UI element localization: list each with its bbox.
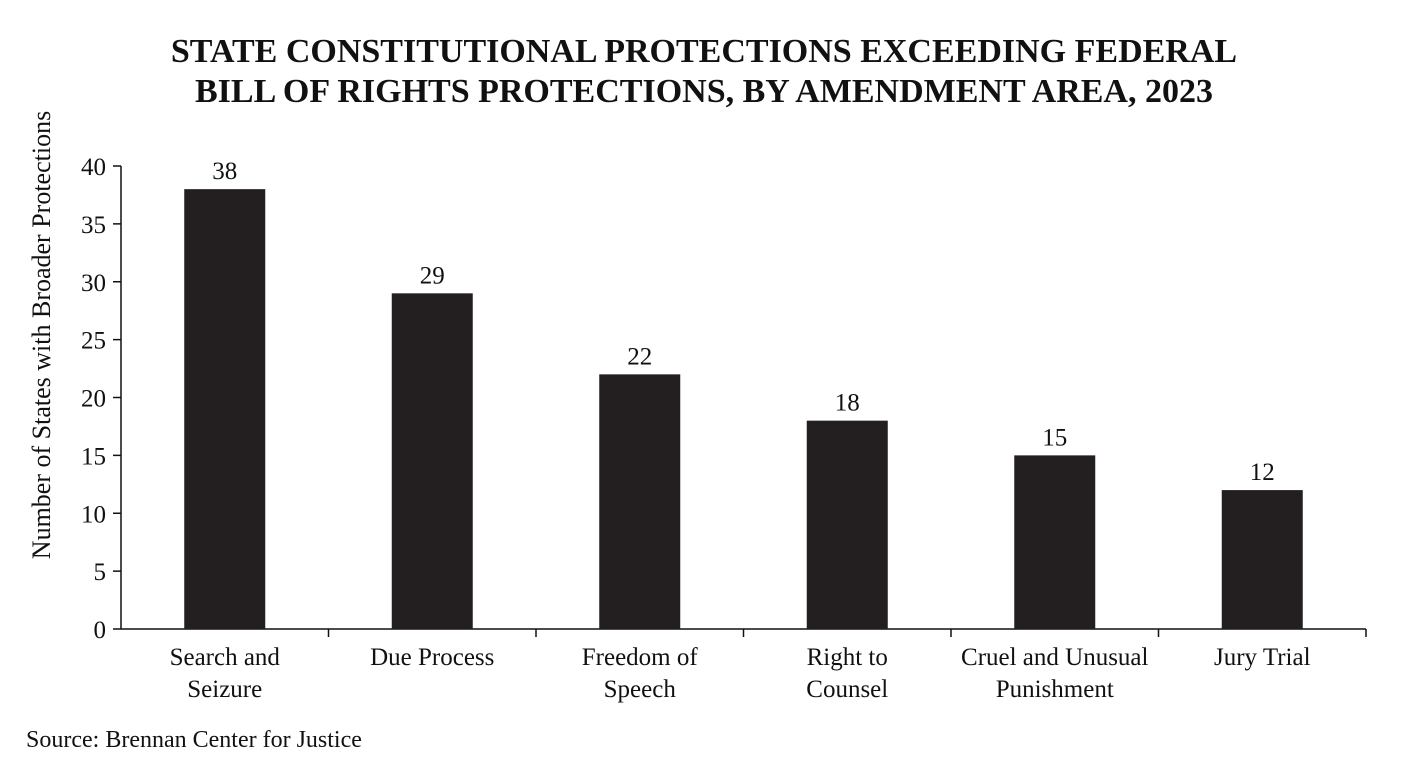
y-tick-label: 30 (81, 270, 106, 297)
y-tick-label: 10 (81, 501, 106, 528)
y-tick-label: 40 (81, 154, 106, 181)
bar-value-label: 38 (212, 158, 237, 185)
bar (391, 293, 473, 629)
bar (1221, 490, 1303, 629)
y-tick-label: 0 (94, 617, 107, 644)
bar (806, 420, 888, 629)
category-label: Jury Trial (1214, 644, 1311, 671)
plot-area: 0 5 10 15 20 25 30 35 40 38 Search and Seizure 29 Due… (81, 154, 1367, 703)
bar (184, 189, 266, 629)
category-label: Punishment (996, 676, 1114, 703)
y-tick-label: 20 (81, 386, 106, 413)
chart-title: STATE CONSTITUTIONAL PROTECTIONS EXCEEDI… (171, 33, 1237, 110)
category-label: Speech (604, 676, 677, 703)
bar-value-label: 15 (1042, 424, 1067, 451)
bar-value-label: 29 (420, 262, 445, 289)
y-axis-title: Number of States with Broader Protection… (27, 111, 56, 559)
bar (1014, 455, 1096, 629)
category-label: Freedom of (582, 644, 699, 671)
bar (599, 374, 681, 629)
y-tick-label: 35 (81, 212, 106, 239)
bar-value-label: 18 (835, 390, 860, 417)
category-label: Right to (807, 644, 888, 671)
category-label: Due Process (370, 644, 494, 671)
category-label: Search and (170, 644, 281, 671)
category-label: Cruel and Unusual (961, 644, 1149, 671)
y-tick-label: 5 (94, 559, 107, 586)
category-label: Counsel (806, 676, 888, 703)
chart-title-line-2: BILL OF RIGHTS PROTECTIONS, BY AMENDMENT… (195, 73, 1213, 110)
source-note: Source: Brennan Center for Justice (26, 727, 362, 753)
y-tick-label: 25 (81, 328, 106, 355)
bar-value-label: 22 (627, 343, 652, 370)
category-label: Seizure (187, 676, 262, 703)
bar-value-label: 12 (1250, 459, 1275, 486)
y-tick-label: 15 (81, 443, 106, 470)
chart-title-line-1: STATE CONSTITUTIONAL PROTECTIONS EXCEEDI… (171, 33, 1237, 70)
